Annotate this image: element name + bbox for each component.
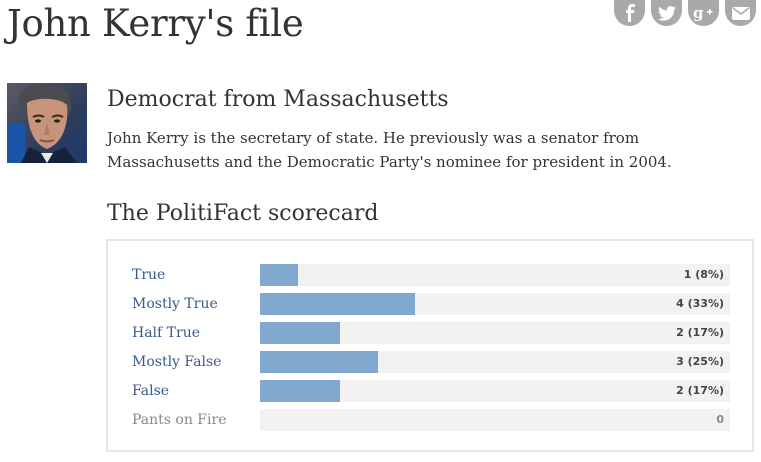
bar-track: 4 (33%) [260,293,730,315]
bar-fill [260,322,340,344]
rating-count: 3 (25%) [676,355,724,368]
scorecard-panel: True 1 (8%) Mostly True 4 (33%) Half Tru… [106,239,754,452]
bar-fill [260,264,298,286]
page-title: John Kerry's file [7,2,304,45]
scorecard-row-false: False 2 (17%) [132,380,730,402]
rating-count: 4 (33%) [676,297,724,310]
facebook-icon[interactable] [614,0,645,26]
bio-text: John Kerry is the secretary of state. He… [107,129,672,171]
bar-fill [260,293,415,315]
rating-label[interactable]: Half True [132,325,200,341]
rating-label[interactable]: True [132,267,166,283]
scorecard-row-true: True 1 (8%) [132,264,730,286]
party-subtitle: Democrat from Massachusetts [107,87,449,112]
rating-count: 0 [716,413,724,426]
google-plus-icon[interactable]: g [688,0,719,26]
rating-label[interactable]: Mostly False [132,354,222,370]
bar-fill [260,380,340,402]
bar-track: 3 (25%) [260,351,730,373]
scorecard-heading: The PolitiFact scorecard [107,201,379,226]
scorecard-row-pants-on-fire: Pants on Fire 0 [132,409,730,431]
scorecard-row-half-true: Half True 2 (17%) [132,322,730,344]
rating-count: 1 (8%) [683,268,724,281]
bar-track: 1 (8%) [260,264,730,286]
bar-track: 2 (17%) [260,322,730,344]
scorecard-row-mostly-true: Mostly True 4 (33%) [132,293,730,315]
avatar [7,83,87,163]
scorecard-row-mostly-false: Mostly False 3 (25%) [132,351,730,373]
svg-text:g: g [693,5,704,21]
bar-track: 2 (17%) [260,380,730,402]
bar-fill [260,351,378,373]
email-icon[interactable] [725,0,756,26]
rating-label: Pants on Fire [132,412,227,428]
bar-track: 0 [260,409,730,431]
rating-label[interactable]: False [132,383,170,399]
portrait-image [7,83,87,163]
rating-count: 2 (17%) [676,326,724,339]
share-bar: g [614,0,756,26]
rating-label[interactable]: Mostly True [132,296,218,312]
rating-count: 2 (17%) [676,384,724,397]
twitter-icon[interactable] [651,0,682,26]
